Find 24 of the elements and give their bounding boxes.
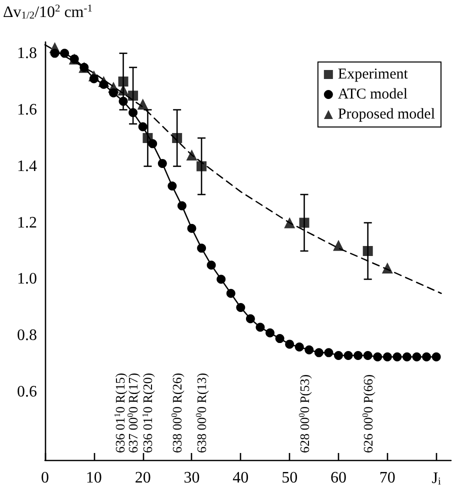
legend-label: Proposed model [338,106,436,122]
annotation: 638 0000 R(26) [169,372,185,453]
x-tick-label: 50 [282,470,298,486]
y-tick-label: 0.6 [17,384,37,401]
legend-label: ATC model [338,86,408,102]
x-tick-label: 30 [184,470,200,486]
annotation: 626 0000 P(66) [360,374,376,453]
x-tick-label: 0 [41,470,49,486]
x-tick-label: 40 [232,470,249,486]
x-tick-label: 20 [134,470,151,486]
y-tick-label: 1.0 [17,270,37,288]
x-tick-label: 60 [330,470,346,486]
legend-label: Experiment [338,66,409,82]
x-tick-label: 10 [86,470,102,486]
annotation: 636 0110 R(15) [112,372,128,453]
y-tick-label: 1.6 [17,101,37,118]
y-tick-label: 1.4 [17,158,37,175]
y-tick-label: 0.8 [17,327,37,344]
y-tick-label: 1.2 [17,214,37,232]
x-tick-label: 70 [379,470,396,486]
annotation: 636 0110 R(20) [140,372,156,453]
y-tick-label: 1.8 [17,44,37,62]
annotation: 638 0000 R(13) [194,372,210,453]
annotation: 628 0000 P(53) [296,374,312,453]
